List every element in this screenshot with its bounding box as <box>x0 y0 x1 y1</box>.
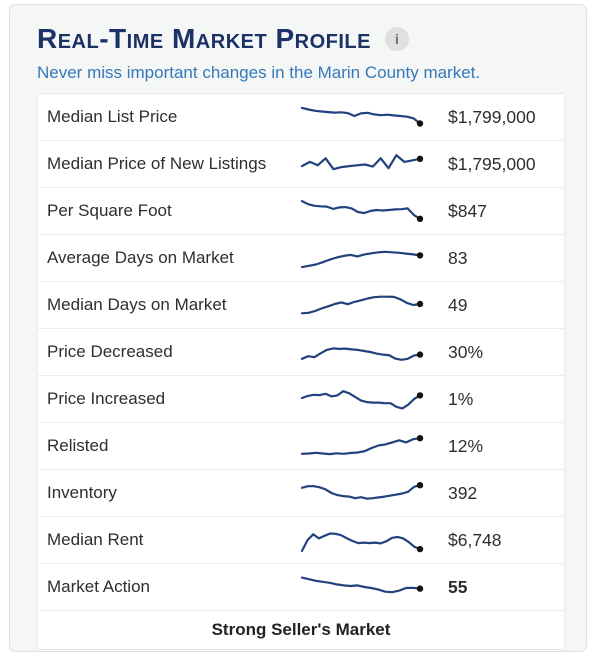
sparkline-chart <box>298 429 428 463</box>
metric-label: Median Rent <box>47 530 144 550</box>
sparkline-chart <box>298 194 428 228</box>
sparkline-chart <box>298 241 428 275</box>
sparkline-chart <box>298 288 428 322</box>
page-title: Real-Time Market Profile <box>37 23 371 54</box>
sparkline-chart <box>298 476 428 510</box>
metric-value: 49 <box>448 294 468 315</box>
metric-value: 12% <box>448 435 484 456</box>
table-row: Market Action 55 <box>38 563 564 610</box>
metric-value: $847 <box>448 200 487 221</box>
table-row: Median Price of New Listings $1,795,000 <box>38 140 564 187</box>
metric-value: $1,795,000 <box>448 153 536 174</box>
metric-label: Price Decreased <box>47 342 173 362</box>
table-row: Median List Price $1,799,000 <box>38 94 564 140</box>
table-row: Median Days on Market 49 <box>38 281 564 328</box>
table-row: Average Days on Market 83 <box>38 234 564 281</box>
metric-value: $6,748 <box>448 529 502 550</box>
market-status-footer: Strong Seller's Market <box>38 610 564 649</box>
metric-label: Average Days on Market <box>47 248 234 268</box>
sparkline-chart <box>298 147 428 181</box>
info-icon[interactable]: i <box>384 27 409 52</box>
metric-label: Median Price of New Listings <box>47 154 267 174</box>
subtitle: Never miss important changes in the Mari… <box>37 63 481 83</box>
table-row: Price Increased 1% <box>38 375 564 422</box>
table-row: Median Rent $6,748 <box>38 516 564 563</box>
metric-value: 30% <box>448 341 484 362</box>
metric-value: 55 <box>448 576 468 597</box>
metric-label: Price Increased <box>47 389 166 409</box>
metric-label: Relisted <box>47 436 109 456</box>
metric-label: Market Action <box>47 577 150 597</box>
metric-label: Median List Price <box>47 107 178 127</box>
metric-value: 392 <box>448 482 478 503</box>
sparkline-chart <box>298 100 428 134</box>
sparkline-chart <box>298 382 428 416</box>
metric-label: Median Days on Market <box>47 295 227 315</box>
table-row: Relisted 12% <box>38 422 564 469</box>
metric-label: Inventory <box>47 483 117 503</box>
metric-value: 1% <box>448 388 474 409</box>
metric-label: Per Square Foot <box>47 201 172 221</box>
metric-value: 83 <box>448 247 468 268</box>
table-row: Inventory 392 <box>38 469 564 516</box>
table-row: Price Decreased 30% <box>38 328 564 375</box>
sparkline-chart <box>298 523 428 557</box>
market-profile-card: Real-Time Market Profile i Never miss im… <box>9 4 587 652</box>
metric-value: $1,799,000 <box>448 106 536 127</box>
sparkline-chart <box>298 570 428 604</box>
header: Real-Time Market Profile i <box>37 23 565 55</box>
stats-table: Median List Price $1,799,000 Median Pric… <box>37 93 565 651</box>
table-row: Per Square Foot $847 <box>38 187 564 234</box>
sparkline-chart <box>298 335 428 369</box>
